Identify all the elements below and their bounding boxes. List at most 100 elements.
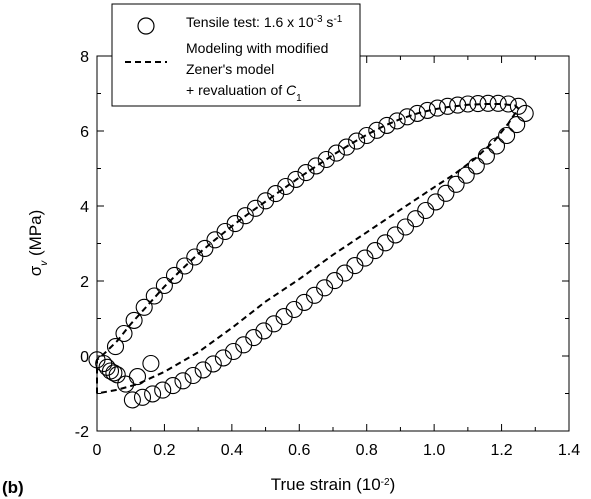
- data-point: [164, 377, 182, 395]
- y-tick-label: 4: [80, 199, 89, 216]
- data-point: [105, 364, 123, 382]
- data-point: [206, 231, 224, 249]
- data-point: [176, 257, 194, 275]
- data-point: [398, 108, 416, 126]
- data-point: [135, 298, 153, 316]
- data-point: [489, 94, 507, 112]
- text-part: C: [286, 82, 297, 98]
- text-part: -3: [314, 14, 323, 25]
- data-point: [516, 104, 534, 122]
- data-point: [145, 287, 163, 305]
- data-point: [396, 218, 415, 236]
- data-point: [144, 385, 162, 403]
- data-point: [368, 121, 386, 139]
- data-point: [449, 96, 467, 114]
- text-part: s: [323, 14, 334, 30]
- data-point: [235, 336, 253, 354]
- data-point: [487, 137, 506, 155]
- data-point: [457, 166, 475, 184]
- data-point: [376, 234, 394, 252]
- legend-marker-circle: [137, 17, 155, 35]
- text-part: -1: [333, 14, 342, 25]
- text-part: ): [390, 475, 396, 494]
- text-part: + revaluation of: [186, 82, 286, 98]
- data-point: [378, 116, 396, 134]
- plot-frame: [96, 55, 570, 432]
- data-point: [174, 372, 192, 390]
- data-point: [226, 215, 244, 233]
- y-axis-label: σv (MPa): [26, 210, 50, 277]
- data-point: [427, 193, 445, 211]
- legend-entry-test: Tensile test: 1.6 x 10-3 s-1: [186, 14, 343, 31]
- data-point: [287, 170, 305, 188]
- data-point: [508, 116, 526, 134]
- data-point: [336, 264, 354, 282]
- data-point: [285, 300, 303, 319]
- data-point: [388, 112, 406, 130]
- data-point: [186, 248, 204, 266]
- text-part: (MPa): [26, 210, 45, 261]
- y-tick-label: -2: [75, 424, 89, 441]
- text-part: v: [39, 260, 50, 266]
- data-point: [295, 293, 313, 311]
- data-point: [358, 126, 376, 145]
- data-point: [356, 249, 374, 267]
- data-point: [106, 338, 125, 356]
- data-point: [194, 361, 212, 379]
- x-tick-label: 0.6: [288, 442, 310, 459]
- data-point: [155, 276, 173, 295]
- data-point: [142, 354, 160, 373]
- x-axis-label: True strain (10-2): [271, 475, 396, 494]
- data-point: [337, 138, 356, 156]
- y-tick-label: 6: [80, 124, 89, 141]
- data-point: [509, 97, 527, 115]
- data-point: [317, 150, 335, 169]
- data-point: [265, 315, 283, 333]
- data-point: [327, 144, 345, 162]
- data-point: [407, 210, 425, 228]
- data-point: [346, 257, 364, 275]
- data-point: [214, 349, 232, 367]
- text-part: Zener's model: [186, 61, 274, 77]
- data-point: [128, 368, 147, 386]
- data-point: [348, 132, 366, 150]
- data-point: [133, 388, 152, 406]
- data-point: [439, 97, 457, 115]
- data-point: [469, 95, 487, 113]
- data-point: [115, 324, 133, 343]
- data-point: [277, 177, 295, 196]
- legend: Tensile test: 1.6 x 10-3 s-1 Modeling wi…: [111, 3, 361, 107]
- data-point: [386, 226, 404, 244]
- data-point: [447, 175, 465, 193]
- y-tick-label: 2: [80, 274, 89, 291]
- text-part: σ: [26, 265, 45, 276]
- text-part: Modeling with modified: [186, 40, 328, 56]
- data-point: [479, 94, 497, 112]
- data-point: [417, 201, 435, 220]
- data-point: [467, 157, 485, 175]
- data-point: [125, 311, 143, 329]
- data-point: [418, 101, 436, 119]
- data-point: [459, 95, 477, 113]
- x-tick-label: 1.2: [490, 442, 512, 459]
- data-point: [123, 391, 141, 409]
- data-point: [408, 104, 426, 122]
- model-series: [96, 103, 520, 395]
- data-point: [297, 164, 315, 182]
- data-point: [154, 381, 172, 399]
- legend-entry-model-line-3: + revaluation of C1: [186, 82, 302, 104]
- data-point: [204, 355, 222, 373]
- x-tick-label: 0.2: [153, 442, 175, 459]
- data-point: [117, 375, 135, 393]
- text-part: -2: [381, 477, 390, 488]
- data-point: [267, 185, 285, 203]
- x-tick-label: 0.4: [221, 442, 243, 459]
- data-point: [184, 366, 202, 385]
- y-tick-label: 8: [80, 49, 89, 66]
- text-part: True strain (10: [271, 475, 381, 494]
- model-curve: [96, 103, 520, 395]
- data-point: [499, 95, 517, 113]
- legend-entry-model-line-2: Zener's model: [186, 61, 274, 77]
- data-point: [108, 366, 126, 384]
